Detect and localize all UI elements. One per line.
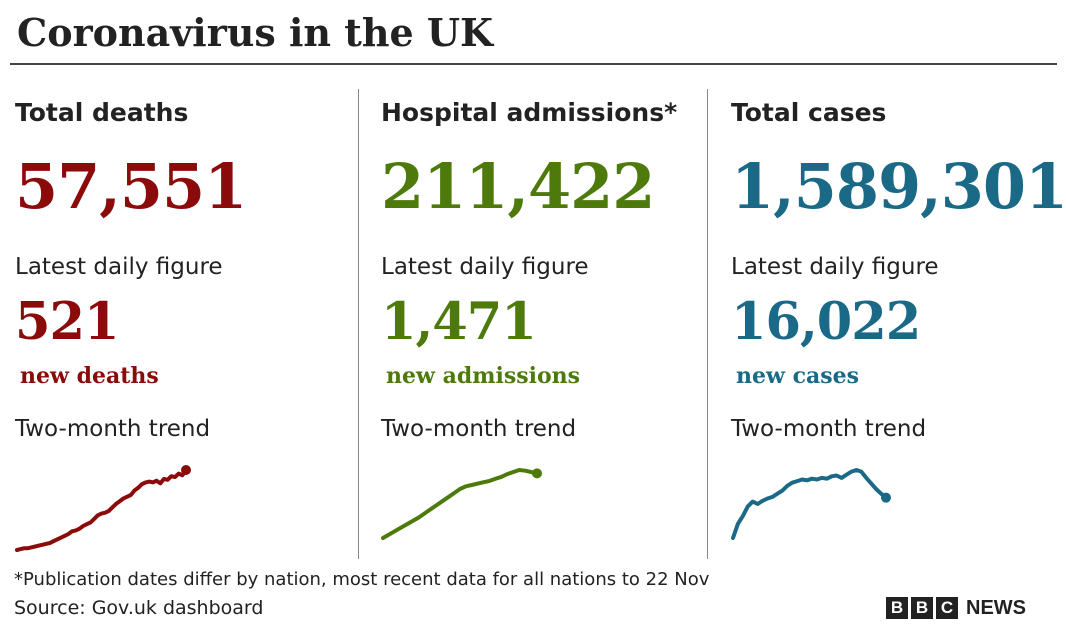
trend-line [15, 468, 188, 552]
cases-daily-unit: new cases [736, 363, 860, 389]
trend-end-point [881, 492, 891, 503]
logo-letter-b: B [886, 597, 908, 619]
cases-total: 1,589,301 [731, 150, 1066, 223]
deaths-trend-chart [15, 465, 191, 552]
deaths-daily-value: 521 [15, 292, 119, 352]
admissions-trend-label: Two-month trend [381, 416, 577, 442]
deaths-trend-label: Two-month trend [15, 416, 211, 442]
admissions-heading: Hospital admissions* [381, 98, 678, 127]
cases-heading: Total cases [731, 98, 887, 127]
admissions-panel: Hospital admissions* 211,422 Latest dail… [381, 64, 711, 564]
deaths-panel: Total deaths 57,551 Latest daily figure … [15, 64, 345, 564]
page-title: Coronavirus in the UK [17, 10, 494, 55]
column-divider [358, 89, 359, 559]
trend-end-point [532, 468, 542, 479]
cases-daily-label: Latest daily figure [731, 254, 939, 280]
admissions-total: 211,422 [381, 150, 655, 223]
cases-panel: Total cases 1,589,301 Latest daily figur… [731, 64, 1066, 564]
column-divider [707, 89, 708, 559]
cases-trend-label: Two-month trend [731, 416, 927, 442]
trend-end-point [181, 465, 191, 475]
source-note: Source: Gov.uk dashboard [14, 597, 264, 619]
title-divider [10, 63, 1057, 65]
logo-word: NEWS [966, 597, 1026, 619]
cases-trend-chart [731, 468, 891, 540]
admissions-daily-value: 1,471 [381, 292, 537, 352]
deaths-total: 57,551 [15, 150, 247, 223]
logo-letter-b: B [911, 597, 933, 619]
admissions-trend-chart [381, 468, 542, 540]
bbc-news-logo: B B C NEWS [886, 597, 1026, 619]
footnote: *Publication dates differ by nation, mos… [14, 569, 710, 590]
trend-line [381, 468, 539, 540]
cases-daily-value: 16,022 [731, 292, 921, 352]
deaths-daily-label: Latest daily figure [15, 254, 223, 280]
admissions-daily-unit: new admissions [386, 363, 581, 389]
deaths-daily-unit: new deaths [20, 363, 159, 389]
deaths-heading: Total deaths [15, 98, 189, 127]
trend-line [731, 468, 888, 540]
logo-letter-c: C [936, 597, 958, 619]
admissions-daily-label: Latest daily figure [381, 254, 589, 280]
